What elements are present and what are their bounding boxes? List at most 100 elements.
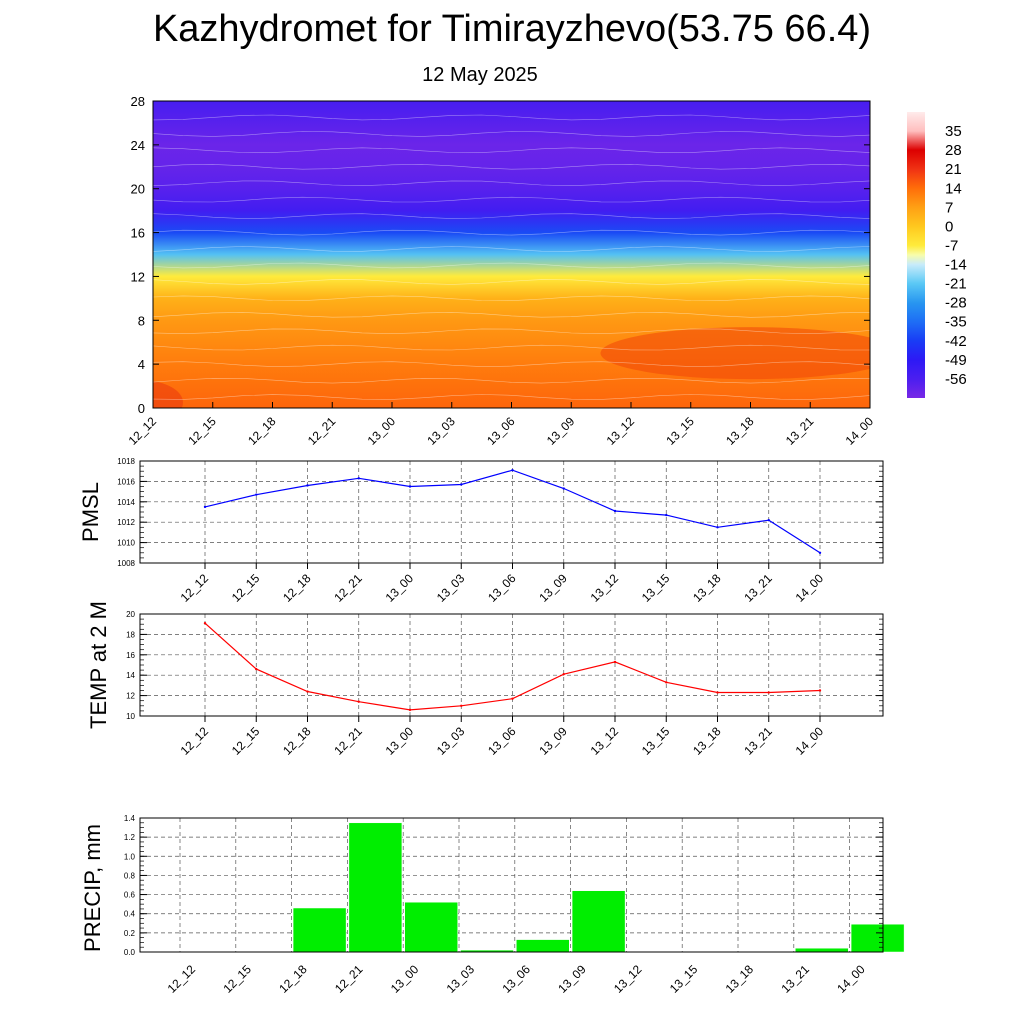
- data-point: [665, 681, 668, 684]
- y-tick-label: 0.2: [124, 929, 136, 938]
- y-axis-label: PMSL: [78, 482, 103, 542]
- colorbar-label: -49: [945, 352, 967, 369]
- barb-flag: [143, 159, 146, 168]
- data-point: [767, 691, 770, 694]
- barb-flag: [147, 215, 150, 224]
- y-axis-label: TEMP at 2 M: [86, 601, 111, 729]
- warm-anomaly: [600, 327, 870, 380]
- y-tick-label: 1.2: [124, 833, 136, 842]
- barb-flag: [147, 197, 150, 206]
- chart-title: Kazhydromet for Timirayzhevo(53.75 66.4): [152, 8, 872, 50]
- x-tick-label: 13_21: [778, 962, 812, 996]
- precip-bar: [404, 901, 458, 953]
- data-point: [818, 689, 822, 692]
- precip-panel: 0.0 0.2 0.4 0.6 0.8 1.0 1.2 1.4 12_12 12_15 12_18 1…: [80, 814, 905, 996]
- contour-line: [153, 213, 870, 219]
- contour-line: [153, 114, 870, 121]
- y-tick-label: 1016: [117, 477, 135, 486]
- x-tick-label: 13_06: [485, 724, 519, 758]
- data-point: [511, 468, 514, 472]
- data-point: [357, 477, 360, 480]
- barb-flag: [147, 122, 150, 131]
- precip-bar: [516, 939, 570, 953]
- y-tick-label: 24: [131, 138, 145, 153]
- x-tick-label: 13_21: [783, 414, 817, 448]
- barb-flag: [139, 299, 142, 308]
- barb-flag: [143, 113, 146, 122]
- y-tick-label: 1018: [117, 457, 135, 466]
- barb-flag: [139, 253, 142, 262]
- y-tick-label: 1014: [117, 498, 135, 507]
- colorbar-label: -14: [945, 257, 967, 274]
- barb-flag: [139, 159, 142, 168]
- x-tick-label: 13_03: [424, 414, 458, 448]
- data-point: [818, 551, 822, 554]
- temp-panel: 10 12 14 16 18 20 12_12 12_15 12_18 12_21 13_00 13_…: [86, 601, 884, 758]
- x-tick-label: 13_18: [723, 414, 757, 448]
- data-point: [306, 690, 309, 693]
- data-point: [357, 700, 360, 703]
- x-tick-label: 13_12: [588, 571, 622, 605]
- y-tick-label: 18: [126, 630, 135, 639]
- barb-flag: [143, 197, 146, 206]
- x-tick-label: 13_18: [690, 724, 724, 758]
- barb-flag: [147, 94, 150, 103]
- barb-flag: [147, 132, 150, 141]
- colorbar-label: 28: [945, 142, 962, 159]
- colorbar-label: -21: [945, 276, 967, 293]
- contour-line: [153, 262, 870, 269]
- y-tick-label: 14: [126, 671, 135, 680]
- barb-flag: [143, 169, 146, 178]
- barb-flag: [147, 243, 150, 252]
- x-tick-label: 12_21: [332, 962, 366, 996]
- x-tick-label: 13_03: [444, 962, 478, 996]
- x-tick-label: 14_00: [793, 571, 827, 605]
- barb-flag: [147, 169, 150, 178]
- x-tick-label: 13_15: [639, 724, 673, 758]
- panel-frame: [139, 460, 884, 564]
- contour-line: [153, 312, 870, 318]
- y-tick-label: 1012: [117, 518, 135, 527]
- barb-flag: [147, 281, 150, 290]
- y-tick-label: 10: [126, 712, 135, 721]
- x-tick-label: 13_21: [741, 724, 775, 758]
- contour-line: [153, 131, 870, 137]
- barb-flag: [143, 299, 146, 308]
- y-tick-label: 0.6: [124, 891, 136, 900]
- x-tick-label: 14_00: [834, 962, 868, 996]
- x-tick-label: 12_15: [185, 414, 219, 448]
- barb-flag: [143, 337, 146, 346]
- data-point: [562, 672, 565, 676]
- y-tick-label: 0.4: [124, 910, 136, 919]
- data-point: [203, 621, 207, 625]
- contour-line: [153, 196, 870, 203]
- colorbar-label: -7: [945, 237, 958, 254]
- contour-line: [153, 279, 870, 285]
- x-tick-label: 12_18: [245, 414, 279, 448]
- precip-bar: [850, 923, 905, 953]
- contour-line: [153, 361, 870, 367]
- x-tick-label: 13_00: [388, 962, 422, 996]
- x-tick-label: 13_18: [690, 571, 724, 605]
- colorbar: 35 28 21 14 7 0 -7 -14 -21 -28 -35 -42 -49 -56: [907, 112, 967, 398]
- y-tick-label: 20: [131, 182, 145, 197]
- x-tick-label: 12_18: [280, 724, 314, 758]
- barb-flag: [139, 215, 142, 224]
- x-tick-label: 13_03: [434, 571, 468, 605]
- data-point: [665, 513, 668, 517]
- barb-flag: [139, 290, 142, 299]
- x-tick-label: 13_00: [383, 571, 417, 605]
- x-tick-label: 12_18: [276, 962, 310, 996]
- barb-flag: [139, 113, 142, 122]
- x-tick-label: 13_09: [544, 414, 578, 448]
- y-tick-label: 8: [138, 313, 145, 328]
- barb-flag: [143, 206, 146, 215]
- x-tick-label: 12_12: [126, 414, 160, 448]
- data-point: [460, 704, 463, 707]
- data-point: [562, 487, 565, 490]
- barb-flag: [147, 262, 150, 271]
- barb-flag: [147, 150, 150, 159]
- data-point: [716, 526, 719, 529]
- barb-flag: [147, 271, 150, 280]
- contour-line: [153, 295, 870, 302]
